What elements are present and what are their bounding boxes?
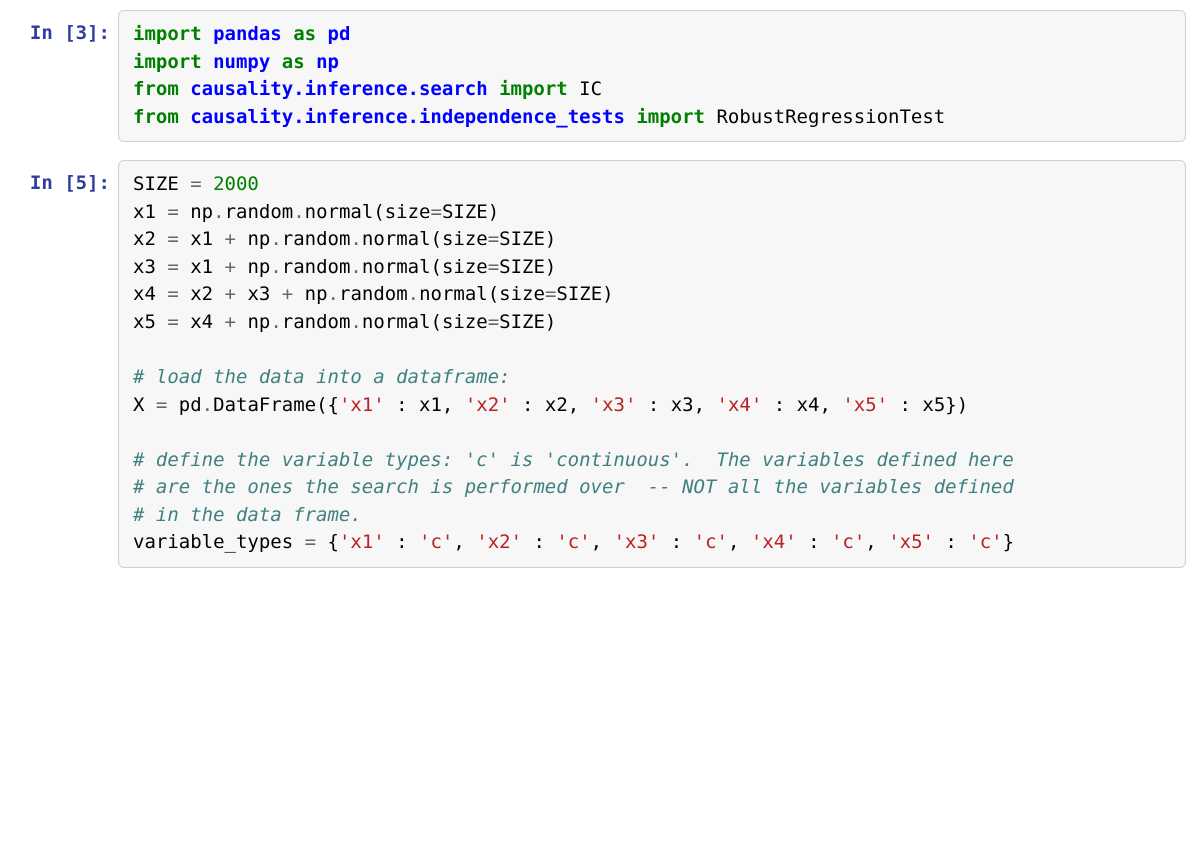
code-input-area[interactable]: import pandas as pd import numpy as np f… [118, 10, 1186, 142]
code-input-area[interactable]: SIZE = 2000 x1 = np.random.normal(size=S… [118, 160, 1186, 568]
notebook-container: In [3]: import pandas as pd import numpy… [0, 0, 1200, 596]
input-prompt: In [5]: [8, 160, 118, 198]
code-cell: In [5]: SIZE = 2000 x1 = np.random.norma… [8, 160, 1192, 568]
code-cell: In [3]: import pandas as pd import numpy… [8, 10, 1192, 142]
input-prompt: In [3]: [8, 10, 118, 48]
